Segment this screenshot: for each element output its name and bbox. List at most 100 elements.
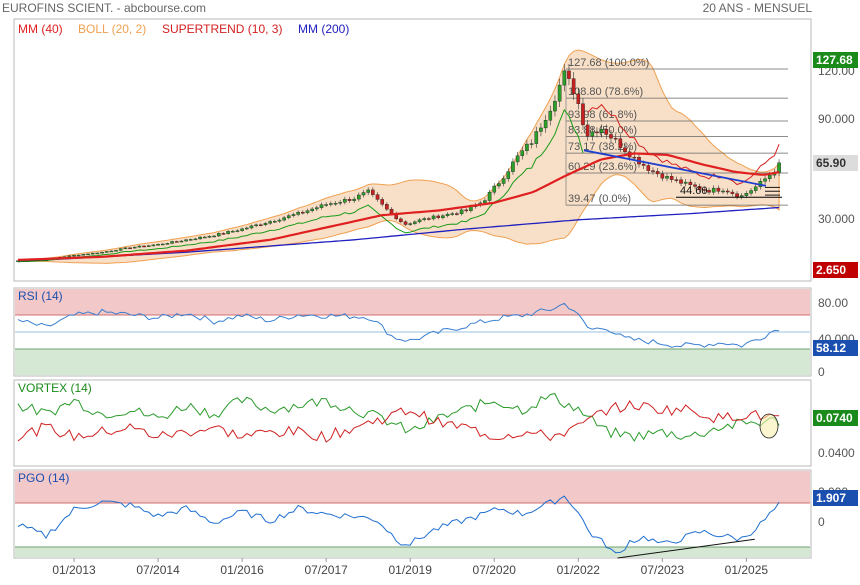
candle-body xyxy=(249,225,254,229)
candle-body xyxy=(557,84,562,102)
rsi-line xyxy=(17,302,780,348)
candle-body xyxy=(730,191,735,194)
badge-low: 2.650 xyxy=(816,263,846,277)
candle-body xyxy=(399,218,403,222)
fib-label-6: 39.47 (0.0%) xyxy=(568,193,631,205)
candle-body xyxy=(287,215,291,218)
candle-body xyxy=(146,245,151,247)
candle-body xyxy=(562,70,567,86)
pgo-upper-zone xyxy=(15,471,810,503)
badge-rsi-bg xyxy=(813,340,858,356)
candle-body xyxy=(352,198,356,201)
candle-body xyxy=(571,78,576,95)
candle-body xyxy=(511,161,515,172)
candle-body xyxy=(156,244,160,246)
fib-label-0: 127.68 (100.0%) xyxy=(568,57,649,69)
candle-body xyxy=(207,236,212,238)
badge-high-bg xyxy=(813,52,858,68)
candle-body xyxy=(109,250,114,253)
candle-body xyxy=(688,181,693,185)
candle-body xyxy=(100,251,104,254)
candle-body xyxy=(263,223,268,226)
candle-body xyxy=(389,208,394,214)
period-label: 20 ANS - MENSUEL xyxy=(703,1,813,15)
mm40-line xyxy=(17,152,780,261)
candle-body xyxy=(132,246,137,249)
candle-body xyxy=(716,187,721,192)
candle-body xyxy=(417,219,422,223)
candle-body xyxy=(81,254,86,256)
candle-body xyxy=(749,190,753,194)
vortex-tick-0040: 0.0400 xyxy=(818,446,855,460)
candle-body xyxy=(506,171,511,179)
candle-body xyxy=(487,191,492,201)
pgo-tick-0: 0 xyxy=(818,515,825,529)
badge-rsi: 58.12 xyxy=(816,341,846,355)
candle-body xyxy=(697,186,702,190)
candle-body xyxy=(408,223,413,225)
candle-body xyxy=(483,200,487,204)
candle-body xyxy=(427,218,431,220)
candle-body xyxy=(174,241,179,243)
candle-body xyxy=(497,183,501,187)
candle-body xyxy=(296,211,300,215)
candle-body xyxy=(221,233,226,235)
candle-body xyxy=(515,155,520,163)
candle-body xyxy=(763,178,767,182)
candle-body xyxy=(735,193,739,198)
candle-body xyxy=(268,221,272,224)
legend-supertrend: SUPERTREND (10, 3) xyxy=(162,22,282,36)
candle-body xyxy=(492,185,497,193)
candle-body xyxy=(76,254,81,257)
candle-body xyxy=(543,120,548,129)
candle-body xyxy=(230,230,235,233)
candle-body xyxy=(67,255,72,257)
candle-body xyxy=(235,230,240,232)
candle-body xyxy=(104,251,109,253)
badge-last: 65.90 xyxy=(816,156,846,170)
candle-body xyxy=(777,162,781,173)
candle-body xyxy=(371,189,375,195)
candle-body xyxy=(707,190,711,193)
candle-body xyxy=(459,209,464,214)
candle-body xyxy=(272,220,277,223)
x-axis-label: 07/2014 xyxy=(136,563,180,577)
candle-body xyxy=(665,176,669,179)
badge-pgo: 1.907 xyxy=(816,491,846,505)
supertrend-down xyxy=(587,103,780,186)
x-axis-label: 01/2016 xyxy=(220,563,264,577)
candle-body xyxy=(613,137,618,140)
badge-high: 127.68 xyxy=(816,53,853,67)
candle-body xyxy=(539,127,543,132)
candle-body xyxy=(660,173,665,179)
candle-body xyxy=(258,224,263,227)
candle-body xyxy=(329,203,333,205)
vortex-plus-line xyxy=(17,393,780,442)
pgo-trendline xyxy=(617,538,755,559)
fib-label-1: 108.80 (78.6%) xyxy=(568,86,643,98)
candle-body xyxy=(118,248,123,251)
candle-body xyxy=(646,165,651,171)
chart-title: EUROFINS SCIENT. - abcbourse.com xyxy=(2,1,206,15)
candle-body xyxy=(436,215,441,218)
candle-body xyxy=(464,209,469,212)
candle-body xyxy=(198,236,202,240)
candle-body xyxy=(123,247,128,250)
candle-body xyxy=(674,179,679,181)
price-layer: 127.68 (100.0%) 108.80 (78.6%) 93.98 (61.8… xyxy=(16,49,788,264)
candle-body xyxy=(651,170,655,172)
support-label: 44.60 xyxy=(680,185,708,197)
vortex-panel xyxy=(13,379,812,467)
candle-body xyxy=(324,204,328,206)
candle-body xyxy=(86,253,90,256)
legend-boll: BOLL (20, 2) xyxy=(78,22,146,36)
candle-body xyxy=(16,260,20,262)
candle-body xyxy=(277,219,282,222)
rsi-layer xyxy=(17,302,780,348)
candle-body xyxy=(114,250,118,252)
candle-body xyxy=(604,129,609,135)
candle-body xyxy=(254,224,258,227)
candle-body xyxy=(553,100,557,112)
candle-body xyxy=(567,70,571,79)
